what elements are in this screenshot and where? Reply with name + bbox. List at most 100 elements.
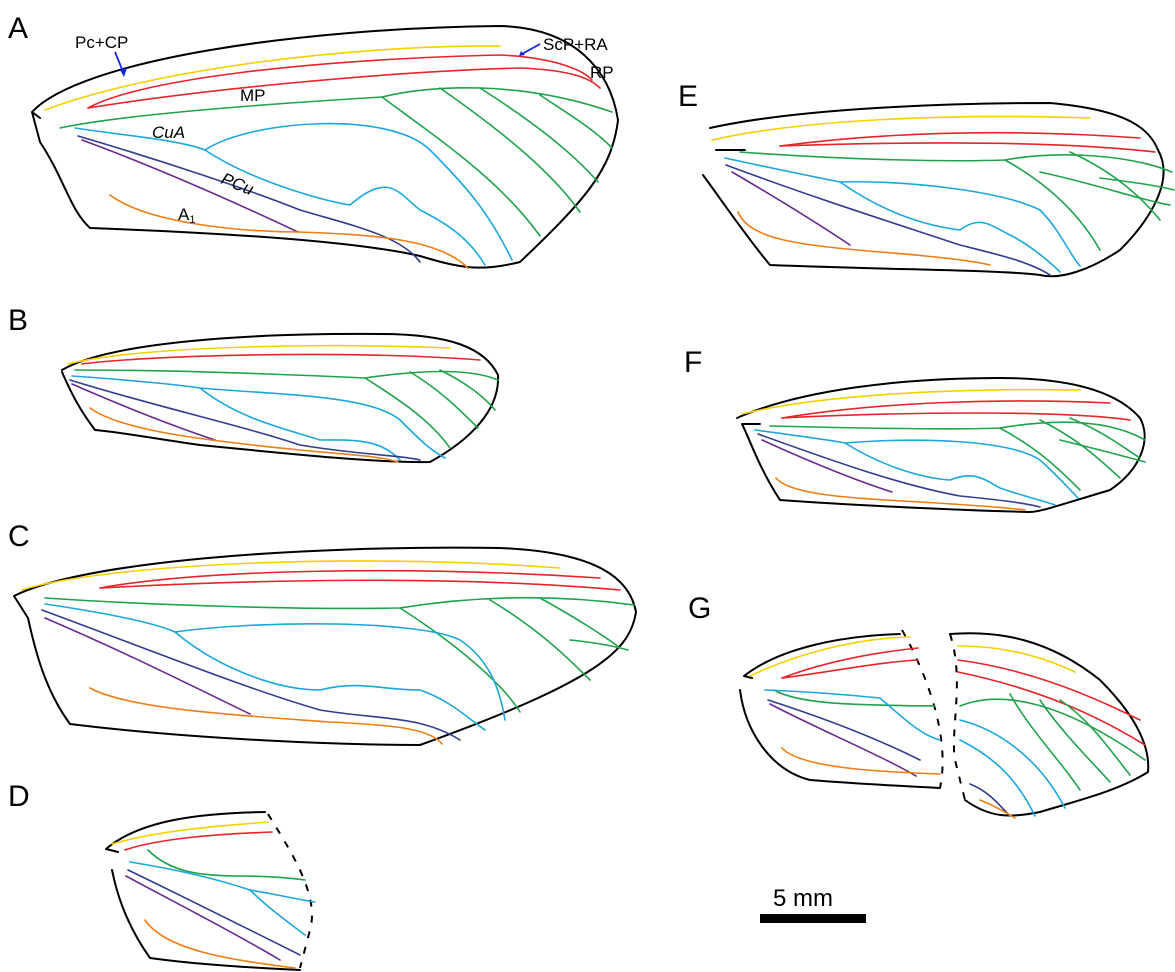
vein-mp-a xyxy=(59,86,613,129)
panel-label-c: C xyxy=(8,520,30,553)
vein-mp-branch1-b xyxy=(364,377,451,449)
vein-mp-branch3-b xyxy=(439,369,496,411)
vein-pc-cp-a xyxy=(44,45,501,111)
vein-pc-cp-d xyxy=(111,821,269,845)
vein-cup-g-left xyxy=(767,699,921,761)
panel-label-g: G xyxy=(688,592,711,625)
vein-scp-ra-g-right xyxy=(957,659,1141,721)
vein-cua-d xyxy=(129,861,316,903)
vein-rp-g-left xyxy=(781,659,919,679)
vein-mp-branch4-e xyxy=(1099,177,1175,191)
vein-mp-branch1-e xyxy=(1004,159,1101,251)
vein-cup-f xyxy=(757,433,1041,508)
wing-outline-d xyxy=(105,811,301,971)
panel-a: A Pc+CP ScP+RA RP MP CuA PCu A1 xyxy=(8,12,619,269)
panel-label-f: F xyxy=(684,346,702,379)
vein-cua-f xyxy=(754,429,1079,499)
vein-mp-branch3-c xyxy=(539,597,621,649)
vein-mp-branch3-a xyxy=(479,87,599,183)
wing-break-d xyxy=(267,813,313,969)
vein-cup-d xyxy=(127,869,301,956)
vein-a1-g-right xyxy=(979,799,1016,819)
vein-a1-a xyxy=(109,194,469,269)
vein-scp-ra-d xyxy=(124,831,273,851)
vein-a1-f xyxy=(775,477,1026,511)
vein-cua-e xyxy=(724,157,1081,267)
vein-scp-ra-g-left xyxy=(781,647,919,679)
vein-cup-b xyxy=(69,379,421,461)
label-mp: MP xyxy=(240,86,266,105)
label-pc-cp: Pc+CP xyxy=(75,33,128,52)
vein-pc-cp-g-left xyxy=(749,636,911,677)
panel-e: E xyxy=(678,80,1175,278)
vein-mp-branch1-g xyxy=(1009,693,1081,791)
vein-mp-branch2-f xyxy=(1039,419,1121,479)
vein-mp-f xyxy=(769,421,1146,441)
vein-scp-ra-f xyxy=(781,400,1111,419)
panel-b: B xyxy=(8,304,500,464)
vein-pc-cp-f xyxy=(741,388,1081,415)
vein-pcu-c xyxy=(44,617,251,715)
panel-label-b: B xyxy=(8,304,28,337)
vein-cua-branch-e xyxy=(839,181,1061,273)
arrow-scp-ra xyxy=(521,43,541,55)
vein-cua-branch-c xyxy=(174,631,486,731)
vein-pcu-g xyxy=(769,703,917,777)
vein-pc-cp-b xyxy=(67,344,451,365)
wing-break-g-left xyxy=(901,629,944,789)
label-cua: CuA xyxy=(152,123,185,142)
vein-scp-ra-c xyxy=(99,569,601,589)
label-scp-ra: ScP+RA xyxy=(543,35,608,54)
vein-cua-branch-f xyxy=(844,442,1056,506)
vein-mp-branch3-e xyxy=(1039,171,1171,206)
label-a1: A1 xyxy=(178,205,195,226)
vein-mp-d xyxy=(147,849,306,881)
vein-a1-g-left xyxy=(781,747,941,775)
vein-mp-branch4-a xyxy=(539,94,613,149)
vein-scp-ra-a xyxy=(87,54,593,109)
vein-mp-branch1-a xyxy=(381,96,541,237)
vein-rp-e xyxy=(779,142,1156,153)
vein-rp-g-right xyxy=(957,671,1146,746)
vein-a1-c xyxy=(89,687,443,745)
vein-mp-e xyxy=(739,151,1173,173)
arrowhead-pc-cp xyxy=(120,68,127,77)
scale-bar-label: 5 mm xyxy=(773,885,833,912)
vein-rp-f xyxy=(781,412,1131,421)
vein-cup-c xyxy=(41,609,461,741)
scale-bar: 5 mm xyxy=(760,885,866,923)
wing-break-g-right xyxy=(949,633,966,801)
vein-cua-c xyxy=(44,603,506,721)
vein-mp-g-right xyxy=(959,698,1146,761)
vein-mp-branch1-c xyxy=(399,607,521,713)
vein-a1-e xyxy=(737,211,991,266)
vein-pcu-b xyxy=(71,383,216,441)
vein-scp-ra-e xyxy=(779,131,1141,147)
vein-rp-a xyxy=(87,67,601,109)
vein-pcu-a xyxy=(81,139,299,233)
wing-outline-g-left xyxy=(739,633,941,789)
vein-mp-g-left xyxy=(773,689,936,707)
panel-label-a: A xyxy=(8,12,28,45)
vein-cua-a xyxy=(74,122,513,261)
label-a1-sub: 1 xyxy=(189,214,195,226)
vein-mp-branch2-b xyxy=(409,371,479,429)
vein-cua-branch-g xyxy=(959,739,1036,817)
vein-mp-branch2-a xyxy=(439,87,581,213)
vein-pc-cp-e xyxy=(711,115,1091,141)
vein-cua-g-right xyxy=(959,719,1066,809)
vein-mp-c xyxy=(44,597,635,610)
vein-scp-ra-b xyxy=(81,353,481,365)
wing-outline-b xyxy=(61,332,500,464)
vein-pc-cp-c xyxy=(21,560,561,591)
vein-mp-branch3-f xyxy=(1069,417,1141,459)
vein-pcu-e xyxy=(731,171,851,246)
vein-pcu-d xyxy=(125,875,281,961)
panel-label-e: E xyxy=(678,80,698,113)
panel-f: F xyxy=(684,346,1146,513)
vein-a1-d xyxy=(144,919,296,969)
vein-mp-branch1-f xyxy=(999,427,1081,491)
arrowhead-scp-ra xyxy=(519,51,525,56)
panel-g: G xyxy=(688,592,1150,819)
